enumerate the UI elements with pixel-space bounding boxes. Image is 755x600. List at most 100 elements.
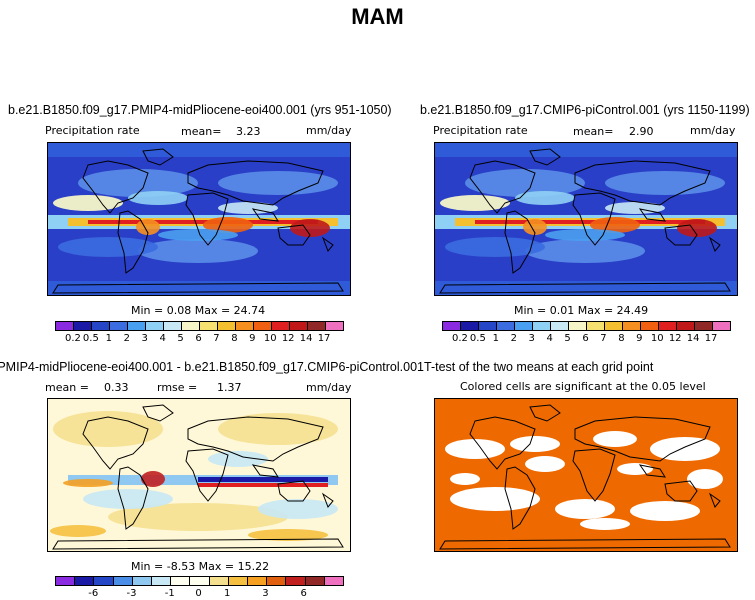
coastline <box>708 236 721 252</box>
colorbar-swatch <box>94 577 114 585</box>
field-patch <box>218 413 338 445</box>
field-patch <box>465 169 585 197</box>
coastline <box>142 148 174 166</box>
colorbar-tick-label: 12 <box>281 333 295 344</box>
colorbar-swatch <box>479 322 497 330</box>
coastline <box>185 192 229 246</box>
variable-label-top-right: Precipitation rate <box>433 124 528 137</box>
field-patch <box>50 525 106 537</box>
coastline <box>664 480 698 502</box>
colorbar-swatch <box>533 322 551 330</box>
coastline <box>469 160 536 214</box>
colorbar-swatch <box>113 577 133 585</box>
coastline <box>187 416 324 462</box>
colorbar-swatch <box>326 322 343 330</box>
colorbar-tick-label: 8 <box>231 333 238 344</box>
colorbar-tick-label: 10 <box>263 333 277 344</box>
colorbar-swatch <box>254 322 272 330</box>
colorbar-bottom-left <box>55 576 344 586</box>
field-patch <box>290 219 330 237</box>
coastline <box>52 538 344 550</box>
colorbar-tick-label: 0 <box>195 588 202 599</box>
coastline <box>251 464 279 478</box>
field-patch <box>128 191 188 205</box>
field-patch <box>510 436 560 452</box>
colorbar-tick-label: -3 <box>126 588 137 599</box>
coastline <box>529 404 561 422</box>
field-patch <box>515 191 575 205</box>
variable-label-top-left: Precipitation rate <box>45 124 140 137</box>
mean-label-top-right: mean= <box>573 125 614 138</box>
colorbar-tick-label: 2 <box>510 333 517 344</box>
field-patch <box>525 239 645 263</box>
field-patch <box>445 237 545 257</box>
colorbar-swatch <box>218 322 236 330</box>
field-patch <box>440 195 510 211</box>
colorbar-swatch <box>110 322 128 330</box>
colorbar-tick-label: 4 <box>546 333 553 344</box>
colorbar-tick-label: 7 <box>213 333 220 344</box>
colorbar-swatch <box>209 577 229 585</box>
colorbar-tick-label: 17 <box>704 333 718 344</box>
field-patch <box>63 479 113 487</box>
diff-map-bottom-left <box>47 398 351 552</box>
field-patch <box>650 437 720 461</box>
units-top-right: mm/day <box>690 124 736 137</box>
field-patch <box>445 439 505 459</box>
colorbar-tick-label: 3 <box>528 333 535 344</box>
mean-value-bottom-left: 0.33 <box>104 381 129 394</box>
colorbar-tick-label: 9 <box>249 333 256 344</box>
colorbar-top-left <box>55 321 344 331</box>
coastline <box>638 208 666 222</box>
coastline <box>638 464 666 478</box>
subtitle-bottom-right: Colored cells are significant at the 0.0… <box>460 380 706 393</box>
colorbar-swatch <box>551 322 569 330</box>
coastline <box>572 448 616 502</box>
colorbar-swatch <box>659 322 677 330</box>
colorbar-swatch <box>605 322 623 330</box>
colorbar-tick-label: 1 <box>105 333 112 344</box>
colorbar-tick-label: 5 <box>177 333 184 344</box>
mean-label-bottom-left: mean = <box>45 381 89 394</box>
colorbar-swatch <box>132 577 153 585</box>
coastline <box>664 224 698 246</box>
colorbar-tick-label: 1 <box>224 588 231 599</box>
colorbar-swatch <box>286 577 306 585</box>
colorbar-swatch <box>200 322 218 330</box>
field-patch <box>617 463 653 475</box>
colorbar-tick-label: 6 <box>300 588 307 599</box>
colorbar-tick-label: 1 <box>492 333 499 344</box>
colorbar-tick-label: 14 <box>686 333 700 344</box>
panel-title-bottom-left-text: 09_g17.PMIP4-midPliocene-eoi400.001 - b.… <box>0 360 424 374</box>
coastline <box>572 192 616 246</box>
colorbar-tick-label: 0.2 <box>64 333 81 344</box>
colorbar-top-right <box>442 321 731 331</box>
field-patch <box>593 431 637 447</box>
field-patch <box>605 171 725 195</box>
colorbar-swatch <box>324 577 344 585</box>
colorbar-swatch <box>461 322 479 330</box>
colorbar-swatch <box>182 322 200 330</box>
field-patch <box>158 229 238 241</box>
colorbar-swatch <box>248 577 268 585</box>
field-cell <box>198 477 328 482</box>
panel-title-bottom-left: 09_g17.PMIP4-midPliocene-eoi400.001 - b.… <box>0 360 424 374</box>
panel-title-top-left: b.e21.B1850.f09_g17.PMIP4-midPliocene-eo… <box>8 103 392 117</box>
field-patch <box>687 469 723 489</box>
field-patch <box>525 456 565 472</box>
field-cell <box>198 483 328 487</box>
field-patch <box>78 169 198 197</box>
colorbar-swatch <box>587 322 605 330</box>
field-patch <box>141 471 165 487</box>
colorbar-swatch <box>641 322 659 330</box>
colorbar-tick-label: -1 <box>164 588 175 599</box>
colorbar-tick-label: 2 <box>123 333 130 344</box>
coastline <box>321 236 334 252</box>
coastline <box>251 208 279 222</box>
colorbar-swatch <box>267 577 287 585</box>
stats-top-right: Min = 0.01 Max = 24.49 <box>514 304 649 317</box>
field-patch <box>83 489 173 509</box>
colorbar-swatch <box>497 322 515 330</box>
units-bottom-left: mm/day <box>306 381 352 394</box>
rmse-value-bottom-left: 1.37 <box>217 381 242 394</box>
